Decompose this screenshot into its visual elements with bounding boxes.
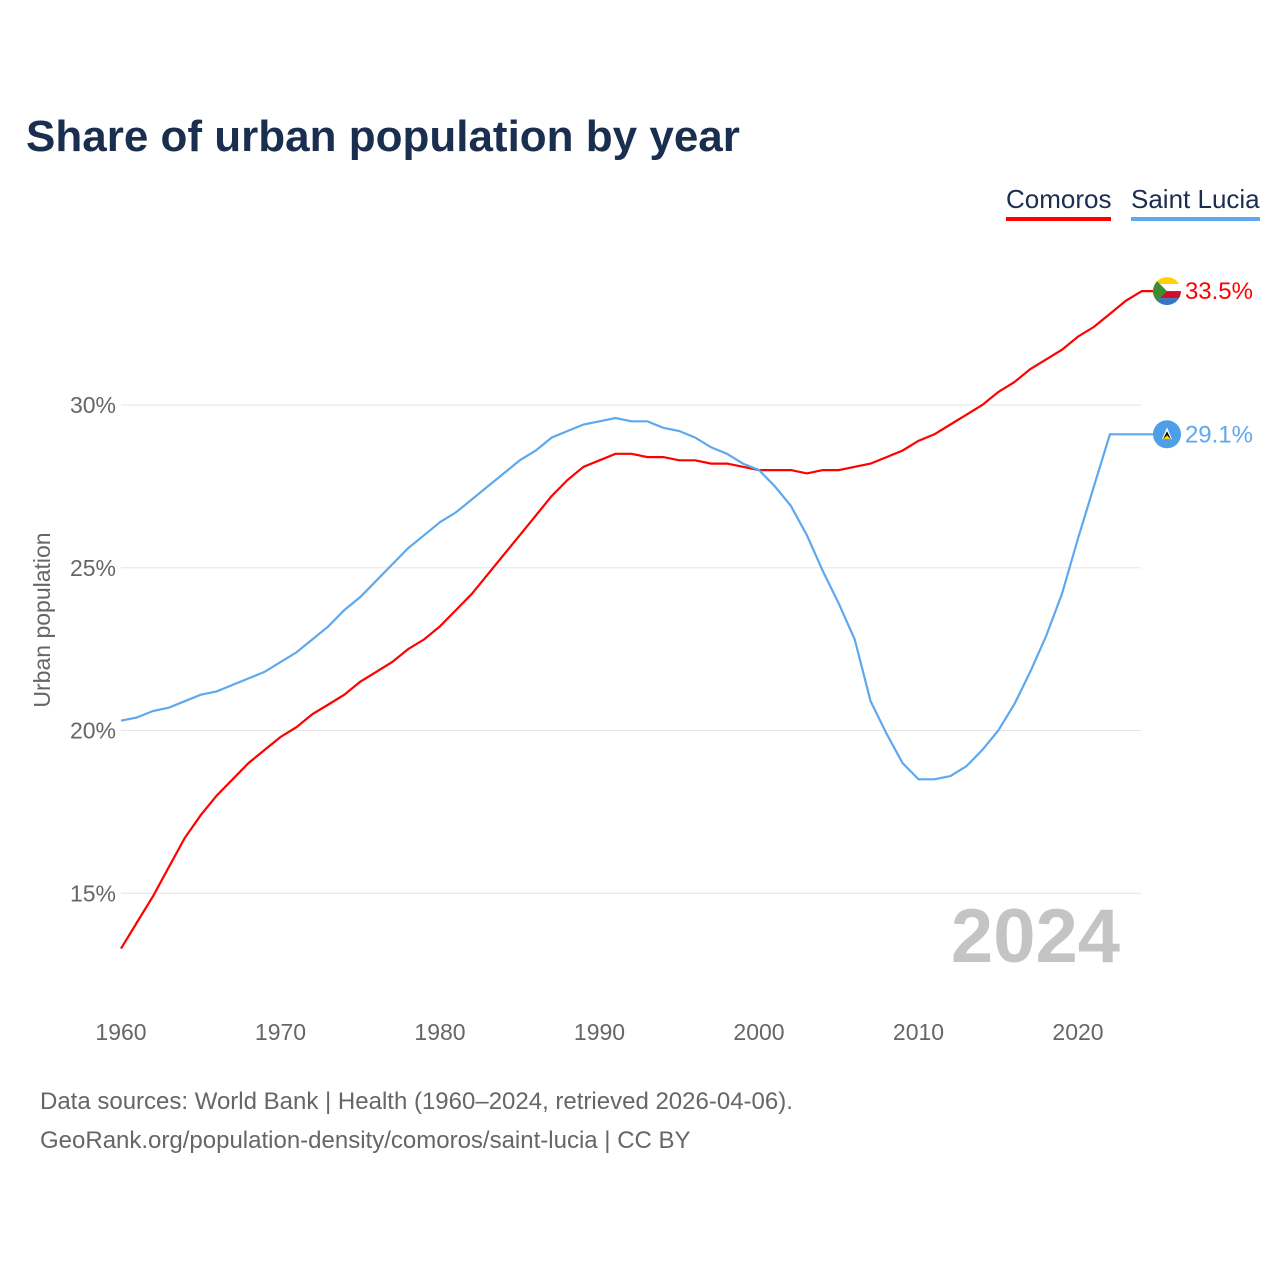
y-tick-label: 20% bbox=[70, 718, 116, 744]
chart-title: Share of urban population by year bbox=[26, 112, 740, 161]
x-tick-label: 1990 bbox=[574, 1019, 625, 1045]
source-line-1: Data sources: World Bank | Health (1960–… bbox=[40, 1088, 793, 1115]
y-axis-label: Urban population bbox=[29, 532, 55, 707]
saint-lucia-flag-icon bbox=[1153, 420, 1181, 449]
source-line-2[interactable]: GeoRank.org/population-density/comoros/s… bbox=[40, 1127, 691, 1154]
x-tick-label: 2000 bbox=[733, 1019, 784, 1045]
x-tick-label: 2020 bbox=[1052, 1019, 1103, 1045]
x-tick-label: 2010 bbox=[893, 1019, 944, 1045]
comoros-flag-icon bbox=[1153, 277, 1181, 306]
y-tick-label: 30% bbox=[70, 392, 116, 418]
end-value-label: 29.1% bbox=[1185, 421, 1253, 448]
series-line-saint-lucia bbox=[120, 416, 1154, 781]
x-tick-label: 1980 bbox=[414, 1019, 465, 1045]
legend-item-comoros[interactable]: Comoros bbox=[1006, 184, 1112, 221]
y-tick-label: 25% bbox=[70, 555, 116, 581]
series-line-comoros bbox=[120, 290, 1154, 950]
y-tick-label: 15% bbox=[70, 880, 116, 906]
year-watermark: 2024 bbox=[951, 894, 1120, 979]
x-tick-label: 1970 bbox=[255, 1019, 306, 1045]
x-tick-label: 1960 bbox=[95, 1019, 146, 1045]
legend-item-saint-lucia[interactable]: Saint Lucia bbox=[1131, 184, 1260, 221]
end-value-label: 33.5% bbox=[1185, 278, 1253, 305]
